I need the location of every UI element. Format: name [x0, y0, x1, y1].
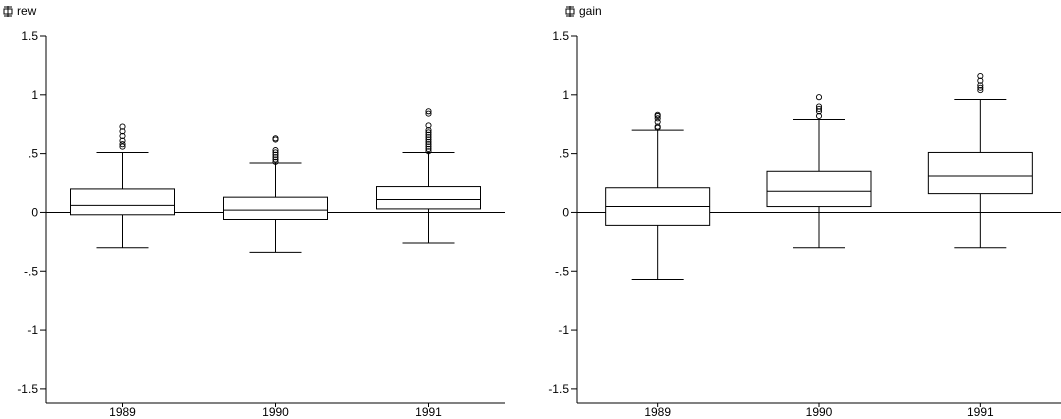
chart-title: gain	[579, 4, 602, 18]
outlier-point	[425, 136, 432, 143]
outlier-point	[272, 151, 279, 158]
outlier-point	[815, 103, 823, 110]
outlier-point	[815, 94, 823, 101]
outlier-point	[654, 118, 661, 125]
outlier-point	[425, 141, 432, 148]
y-tick-label: 1	[31, 88, 38, 102]
outlier-point	[977, 84, 984, 91]
box-iqr	[223, 196, 328, 220]
y-tick-label: 1.5	[21, 29, 38, 43]
x-tick-label: 1989	[644, 405, 671, 419]
box-iqr	[70, 188, 175, 216]
box-plot-legend-icon	[3, 8, 13, 15]
outlier-point	[425, 129, 432, 136]
outlier-point	[425, 110, 432, 117]
outlier-point	[119, 141, 126, 148]
y-tick-label: .5	[28, 147, 38, 161]
outlier-point	[977, 82, 984, 89]
outlier-point	[272, 158, 279, 165]
y-tick-label: -1.5	[548, 382, 569, 396]
x-tick-label: 1991	[967, 405, 994, 419]
outlier-point	[425, 108, 432, 115]
outlier-point	[654, 111, 661, 118]
outlier-point	[815, 105, 823, 112]
outlier-point	[977, 72, 984, 80]
y-tick-label: 1.5	[552, 29, 569, 43]
outlier-point	[272, 149, 279, 156]
y-tick-label: -1	[558, 323, 569, 337]
outlier-point	[119, 143, 126, 150]
chart-title: rew	[17, 4, 37, 18]
outlier-point	[272, 156, 279, 163]
y-tick-label: -1	[27, 323, 38, 337]
box-iqr	[376, 186, 481, 210]
outlier-point	[119, 137, 126, 144]
outlier-point	[119, 132, 126, 140]
box-iqr	[766, 170, 872, 208]
x-tick-label: 1990	[806, 405, 833, 419]
x-tick-label: 1989	[109, 405, 136, 419]
outlier-point	[425, 131, 432, 138]
y-tick-label: -1.5	[17, 382, 38, 396]
y-tick-label: .5	[559, 147, 569, 161]
y-tick-label: 1	[562, 88, 569, 102]
outlier-point	[119, 128, 126, 135]
outlier-point	[815, 112, 823, 120]
outlier-point	[425, 143, 432, 150]
y-tick-label: 0	[562, 205, 569, 219]
outlier-point	[272, 147, 279, 154]
outlier-point	[425, 122, 432, 129]
outlier-point	[815, 108, 823, 115]
outlier-point	[977, 77, 984, 84]
x-tick-label: 1991	[415, 405, 442, 419]
outlier-point	[977, 87, 984, 94]
x-tick-label: 1990	[262, 405, 289, 419]
outlier-point	[654, 115, 661, 122]
outlier-point	[425, 148, 432, 155]
outlier-point	[654, 123, 661, 130]
outlier-point	[425, 145, 432, 152]
box-iqr	[927, 151, 1033, 195]
outlier-point	[119, 123, 126, 130]
outlier-point	[425, 127, 432, 134]
box-plot-legend-icon	[565, 8, 575, 15]
outlier-point	[425, 134, 432, 141]
outlier-point	[272, 135, 279, 142]
y-tick-label: 0	[31, 205, 38, 219]
y-tick-label: -.5	[555, 264, 569, 278]
y-tick-label: -.5	[24, 264, 38, 278]
outlier-point	[272, 154, 279, 161]
outlier-point	[425, 138, 432, 145]
